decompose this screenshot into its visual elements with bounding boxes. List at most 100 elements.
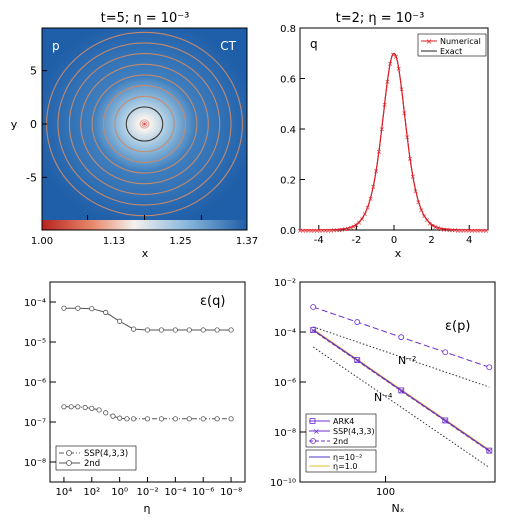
legend-2nd-ep-marker xyxy=(310,438,316,444)
numerical-point: × xyxy=(384,78,390,86)
series-point xyxy=(130,326,137,332)
panel-q-ticks: -4 -2 0 2 4 0.0 0.2 0.4 0.6 0.8 xyxy=(280,24,472,246)
numerical-point: × xyxy=(418,207,424,215)
numerical-point: × xyxy=(413,187,419,195)
numerical-point: × xyxy=(452,227,458,235)
x-tick-label: 0 xyxy=(391,235,397,246)
panel-p-heatmap xyxy=(42,28,247,220)
numerical-point: × xyxy=(297,227,303,235)
legend-ssp-marker xyxy=(66,450,72,456)
contour-ring xyxy=(114,95,175,153)
numerical-point: × xyxy=(438,225,444,233)
series-point xyxy=(172,327,178,333)
series-point xyxy=(117,318,123,324)
panel-q: t=2; η = 10⁻³ q -4 -2 0 2 4 0.0 0.2 0.4 0.6 0.8 ×… xyxy=(280,11,489,260)
numerical-point: × xyxy=(432,223,438,231)
numerical-point: × xyxy=(407,155,413,163)
numerical-point: × xyxy=(342,226,348,234)
ark4-point xyxy=(310,327,317,333)
numerical-point: × xyxy=(461,227,467,235)
numerical-point: × xyxy=(393,53,399,61)
series-point xyxy=(200,416,206,422)
legend-ssp-ep-marker: × xyxy=(313,427,320,436)
numerical-point: × xyxy=(348,224,354,232)
panel-q-series: ××××××××××××××××××××××××××××××××××××××××… xyxy=(297,51,489,235)
numerical-point: × xyxy=(345,225,351,233)
panel-q-xlabel: x xyxy=(395,247,402,260)
panel-q-title: t=2; η = 10⁻³ xyxy=(336,11,425,26)
numerical-point: × xyxy=(441,226,447,234)
legend-eta-small-label: η=10⁻² xyxy=(333,453,362,462)
series-eta-brown-line xyxy=(311,329,489,452)
x-tick-label: 4 xyxy=(466,235,472,246)
numerical-point: × xyxy=(370,183,376,191)
numerical-point: × xyxy=(472,227,478,235)
numerical-point: × xyxy=(373,167,379,175)
contour-ring xyxy=(91,74,198,174)
series-point xyxy=(130,416,137,422)
x-tick-label: 10⁻⁴ xyxy=(164,487,186,498)
numerical-point: × xyxy=(328,227,334,235)
colorbar-tick-label: 1.13 xyxy=(103,236,125,247)
numerical-point: × xyxy=(320,227,326,235)
panel-p-frame xyxy=(41,27,248,231)
series-point xyxy=(228,327,234,333)
panel-p-colorbar xyxy=(42,220,247,230)
series-point xyxy=(75,305,81,311)
x-tick-label: -4 xyxy=(314,235,324,246)
legend-ark4-label: ARK4 xyxy=(333,417,354,426)
panel-p-ylabel: y xyxy=(11,118,18,131)
y-tick-label: 10⁻⁴ xyxy=(274,328,296,339)
panel-eq-legend: SSP(4,3,3) 2nd xyxy=(55,445,137,471)
numerical-point: × xyxy=(314,227,320,235)
ssp-point: × xyxy=(442,416,449,425)
colorbar-tick-label: 1.00 xyxy=(31,236,53,247)
series-point xyxy=(96,407,102,413)
series-point xyxy=(172,416,178,422)
panel-p-xlabel: x xyxy=(142,247,149,260)
y-tick-label: 10⁻⁸ xyxy=(274,428,296,439)
numerical-point: × xyxy=(483,227,489,235)
ssp-point: × xyxy=(310,326,317,335)
panel-ep-ticks: 100 10⁻² 10⁻⁴ 10⁻⁶ 10⁻⁸ 10⁻¹⁰ xyxy=(270,278,395,498)
legend-numerical-marker: × xyxy=(426,37,433,46)
contour-ring xyxy=(57,42,232,206)
contour-ring xyxy=(102,85,187,163)
numerical-point: × xyxy=(475,227,481,235)
2nd-point xyxy=(486,364,493,371)
panel-ep-legend: ARK4 × SSP(4,3,3) 2nd η=10⁻² η=1.0 xyxy=(305,413,377,473)
panel-ep-label: ε(p) xyxy=(445,319,470,334)
series-eta-one-line xyxy=(313,329,491,452)
numerical-point: × xyxy=(480,227,486,235)
x-tick-label: 10⁻⁶ xyxy=(192,487,214,498)
reference-line-1 xyxy=(312,346,490,468)
series-point xyxy=(186,416,192,422)
series-point xyxy=(110,413,116,419)
series-point xyxy=(144,416,151,422)
numerical-point: × xyxy=(359,215,365,223)
y-tick-label: 10⁻⁴ xyxy=(24,298,46,309)
ssp-point: × xyxy=(398,386,405,395)
panel-eq-series xyxy=(61,305,234,422)
x-tick-label: 10⁰ xyxy=(111,487,128,498)
y-tick-label: 10⁻¹⁰ xyxy=(270,478,296,489)
panel-p-corner-label: CT xyxy=(220,39,236,53)
numerical-point: × xyxy=(410,173,416,181)
numerical-point: × xyxy=(469,227,475,235)
series-point xyxy=(82,404,88,411)
panel-p-yticks: -5 0 5 xyxy=(26,65,202,220)
panel-p-colorbar-ticks: 1.00 1.13 1.25 1.37 xyxy=(31,236,258,247)
numerical-point: × xyxy=(351,223,357,231)
series-point xyxy=(228,416,234,422)
series-point xyxy=(214,416,220,422)
numerical-point: × xyxy=(424,217,430,225)
numerical-point: × xyxy=(430,222,436,230)
colorbar-tick-label: 1.37 xyxy=(236,236,258,247)
panel-eq-legend-box xyxy=(55,445,137,471)
legend-eta-one-label: η=1.0 xyxy=(333,462,358,471)
contour-ring xyxy=(142,122,147,127)
numerical-point: × xyxy=(325,227,331,235)
numerical-point: × xyxy=(421,212,427,220)
